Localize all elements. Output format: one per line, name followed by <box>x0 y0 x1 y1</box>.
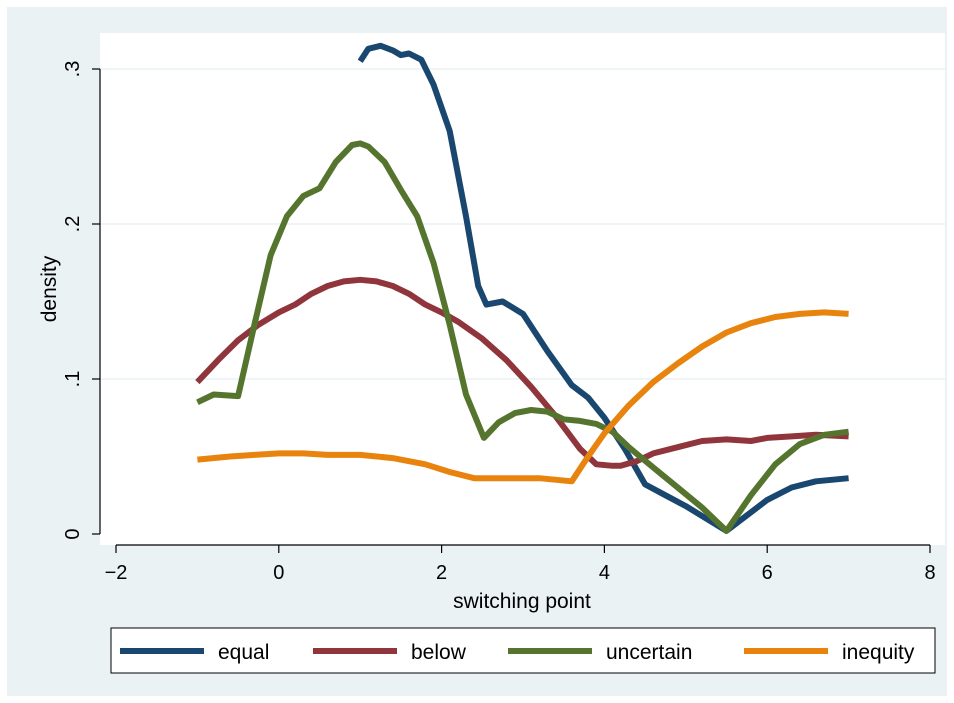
x-tick-label-4: 6 <box>762 562 773 584</box>
x-tick-label-0: −2 <box>105 562 128 584</box>
axes: 0 .1 .2 .3 −2 0 2 4 6 8 <box>62 61 936 584</box>
y-tick-label-2: .2 <box>62 216 84 233</box>
legend-label-below: below <box>411 641 467 664</box>
y-tick-label-3: .3 <box>62 61 84 78</box>
x-axis-title: switching point <box>453 590 591 613</box>
plot-area <box>100 33 945 545</box>
legend-label-uncertain: uncertain <box>606 641 692 664</box>
series-line-below <box>195 276 849 469</box>
legend: equal below uncertain inequity <box>120 641 915 664</box>
legend-label-inequity: inequity <box>842 641 915 664</box>
series-line-uncertain <box>196 140 849 534</box>
series-lines <box>195 42 849 534</box>
x-tick-label-3: 4 <box>599 562 610 584</box>
x-tick-label-1: 0 <box>273 562 284 584</box>
x-tick-label-5: 8 <box>924 562 935 584</box>
y-tick-label-0: 0 <box>62 528 84 539</box>
x-tick-label-2: 2 <box>436 562 447 584</box>
y-tick-label-1: .1 <box>62 371 84 388</box>
legend-label-equal: equal <box>218 641 269 664</box>
series-line-inequity <box>197 309 849 485</box>
y-axis-title: density <box>38 255 61 322</box>
